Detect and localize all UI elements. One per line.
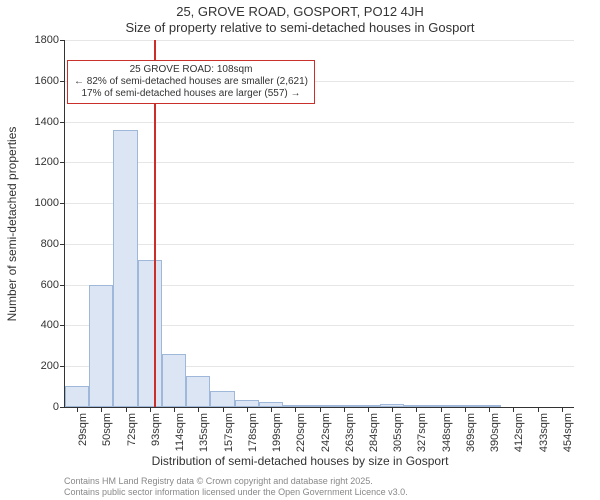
histogram-bar: [113, 130, 137, 407]
xtick-mark: [174, 407, 175, 412]
gridline: [65, 122, 574, 123]
xtick-mark: [247, 407, 248, 412]
xtick-mark: [101, 407, 102, 412]
chart-title-sub: Size of property relative to semi-detach…: [0, 20, 600, 35]
ytick-mark: [60, 407, 65, 408]
xtick-mark: [150, 407, 151, 412]
xtick-label: 93sqm: [150, 413, 162, 446]
ytick-label: 1600: [35, 75, 59, 87]
xtick-mark: [271, 407, 272, 412]
xtick-label: 263sqm: [344, 413, 356, 452]
xtick-label: 220sqm: [295, 413, 307, 452]
xtick-mark: [538, 407, 539, 412]
histogram-bar: [259, 402, 283, 407]
plot-area: 02004006008001000120014001600180029sqm50…: [64, 40, 574, 408]
gridline: [65, 203, 574, 204]
xtick-label: 178sqm: [247, 413, 259, 452]
xtick-mark: [465, 407, 466, 412]
xtick-mark: [77, 407, 78, 412]
annotation-line1: 25 GROVE ROAD: 108sqm: [74, 64, 308, 76]
ytick-label: 600: [41, 279, 59, 291]
xtick-label: 327sqm: [416, 413, 428, 452]
ytick-label: 200: [41, 360, 59, 372]
gridline: [65, 244, 574, 245]
annotation-line2: ← 82% of semi-detached houses are smalle…: [74, 76, 308, 88]
xtick-mark: [562, 407, 563, 412]
xtick-mark: [416, 407, 417, 412]
histogram-bar: [138, 260, 162, 407]
chart-title-main: 25, GROVE ROAD, GOSPORT, PO12 4JH: [0, 4, 600, 19]
histogram-bar: [404, 405, 428, 407]
annotation-line3: 17% of semi-detached houses are larger (…: [74, 88, 308, 100]
annotation-box: 25 GROVE ROAD: 108sqm← 82% of semi-detac…: [67, 60, 315, 104]
xtick-mark: [223, 407, 224, 412]
gridline: [65, 40, 574, 41]
xtick-label: 348sqm: [441, 413, 453, 452]
histogram-bar: [380, 404, 404, 407]
histogram-bar: [356, 405, 380, 407]
xtick-mark: [295, 407, 296, 412]
chart-footer: Contains HM Land Registry data © Crown c…: [64, 476, 408, 498]
xtick-mark: [368, 407, 369, 412]
xtick-mark: [320, 407, 321, 412]
xtick-mark: [392, 407, 393, 412]
histogram-bar: [453, 405, 477, 407]
histogram-bar: [65, 386, 89, 407]
xtick-mark: [489, 407, 490, 412]
xtick-label: 242sqm: [320, 413, 332, 452]
histogram-bar: [283, 405, 307, 407]
ytick-label: 800: [41, 238, 59, 250]
chart-container: { "chart": { "type": "histogram", "title…: [0, 0, 600, 500]
xtick-mark: [441, 407, 442, 412]
ytick-label: 0: [53, 401, 59, 413]
xtick-label: 369sqm: [465, 413, 477, 452]
histogram-bar: [186, 376, 210, 407]
y-axis-label: Number of semi-detached properties: [5, 127, 19, 322]
footer-line-1: Contains HM Land Registry data © Crown c…: [64, 476, 408, 487]
ytick-label: 1000: [35, 197, 59, 209]
xtick-label: 454sqm: [562, 413, 574, 452]
ytick-label: 1800: [35, 34, 59, 46]
xtick-mark: [513, 407, 514, 412]
ytick-label: 400: [41, 319, 59, 331]
xtick-mark: [126, 407, 127, 412]
xtick-label: 199sqm: [271, 413, 283, 452]
histogram-bar: [307, 405, 331, 407]
x-axis-label: Distribution of semi-detached houses by …: [0, 454, 600, 468]
xtick-label: 157sqm: [223, 413, 235, 452]
histogram-bar: [89, 285, 113, 407]
xtick-label: 433sqm: [538, 413, 550, 452]
histogram-bar: [477, 405, 501, 407]
histogram-bar: [162, 354, 186, 407]
ytick-label: 1200: [35, 156, 59, 168]
histogram-bar: [235, 400, 259, 407]
xtick-label: 135sqm: [198, 413, 210, 452]
gridline: [65, 162, 574, 163]
histogram-bar: [210, 391, 234, 407]
xtick-label: 284sqm: [368, 413, 380, 452]
histogram-bar: [429, 405, 453, 407]
xtick-label: 114sqm: [174, 413, 186, 451]
histogram-bar: [332, 405, 356, 407]
xtick-label: 72sqm: [126, 413, 138, 446]
xtick-mark: [198, 407, 199, 412]
xtick-label: 305sqm: [392, 413, 404, 452]
xtick-mark: [344, 407, 345, 412]
xtick-label: 29sqm: [77, 413, 89, 446]
xtick-label: 390sqm: [489, 413, 501, 452]
footer-line-2: Contains public sector information licen…: [64, 487, 408, 498]
xtick-label: 412sqm: [513, 413, 525, 452]
xtick-label: 50sqm: [101, 413, 113, 446]
ytick-label: 1400: [35, 116, 59, 128]
